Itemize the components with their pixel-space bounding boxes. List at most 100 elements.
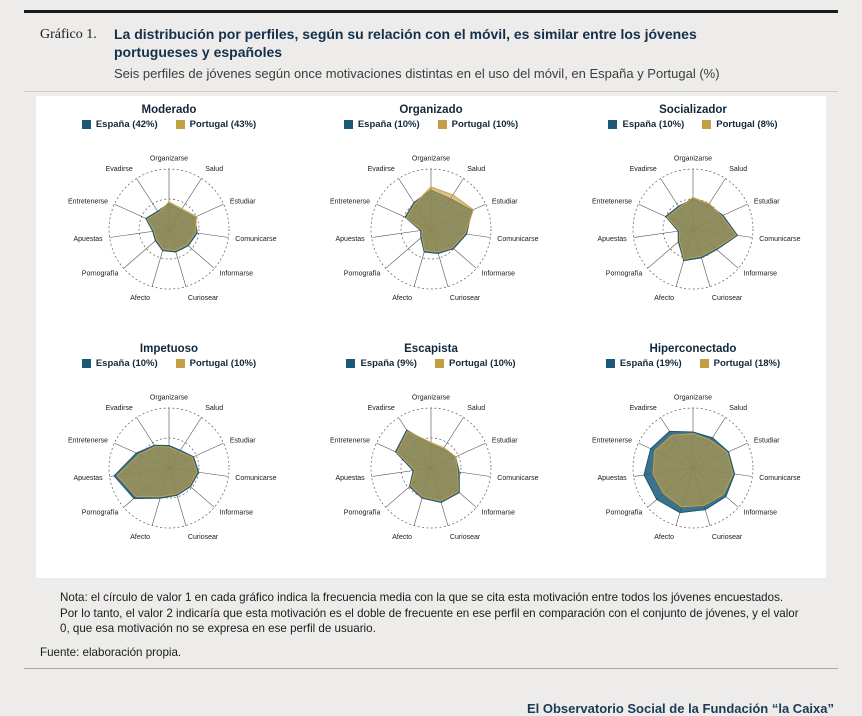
svg-text:Salud: Salud	[467, 405, 485, 412]
svg-text:Afecto: Afecto	[392, 295, 412, 302]
svg-text:Organizarse: Organizarse	[412, 394, 450, 401]
chart-legend: España (10%) Portugal (10%)	[38, 358, 300, 369]
svg-text:Pornografía: Pornografía	[606, 270, 643, 277]
chart-legend: España (19%) Portugal (18%)	[562, 358, 824, 369]
svg-text:Apuestas: Apuestas	[598, 475, 628, 482]
portugal-legend-label: Portugal (43%)	[189, 118, 257, 130]
bottom-rule	[24, 668, 838, 670]
espana-legend-label: España (10%)	[622, 118, 685, 130]
figure-note: Nota: el círculo de valor 1 en cada gráf…	[60, 590, 799, 636]
espana-swatch	[81, 119, 91, 129]
title-block: La distribución por perfiles, según su r…	[114, 26, 822, 81]
chart-legend: España (42%) Portugal (43%)	[38, 119, 300, 130]
svg-text:Organizarse: Organizarse	[674, 394, 712, 401]
figure-header: Gráfico 1. La distribución por perfiles,…	[0, 13, 862, 81]
svg-text:Informarse: Informarse	[744, 509, 778, 516]
espana-swatch	[605, 358, 615, 368]
svg-text:Evadirse: Evadirse	[106, 405, 133, 412]
espana-legend-label: España (19%)	[619, 357, 682, 369]
radar-area-portugal	[405, 186, 474, 253]
svg-text:Afecto: Afecto	[654, 295, 674, 302]
top-rule	[24, 10, 838, 13]
radar-area-portugal	[396, 430, 459, 502]
svg-text:Entretenerse: Entretenerse	[330, 438, 370, 445]
svg-text:Evadirse: Evadirse	[368, 166, 395, 173]
svg-text:Informarse: Informarse	[482, 509, 516, 516]
svg-text:Comunicarse: Comunicarse	[235, 236, 276, 243]
svg-text:Afecto: Afecto	[654, 534, 674, 541]
charts-grid: Moderado España (42%) Portugal (43%) Org…	[38, 100, 824, 574]
portugal-swatch	[175, 358, 185, 368]
svg-text:Salud: Salud	[729, 166, 747, 173]
svg-text:Organizarse: Organizarse	[674, 155, 712, 162]
svg-text:Organizarse: Organizarse	[150, 394, 188, 401]
radar-plot-socializador: Organizarse Salud Estudiar Comunicarse Infor…	[592, 155, 801, 302]
portugal-legend-label: Portugal (18%)	[713, 357, 781, 369]
radar-chart-hiperconectado: Hiperconectado España (19%) Portugal (18…	[562, 339, 824, 574]
radar-plot-organizado: Organizarse Salud Estudiar Comunicarse Infor…	[330, 155, 539, 301]
figure-number: Gráfico 1.	[40, 27, 97, 42]
figure-title-line2: portugueses y españoles	[114, 43, 283, 60]
svg-text:Apuestas: Apuestas	[336, 475, 366, 482]
radar-chart-escapista: Escapista España (9%) Portugal (10%) Org…	[300, 339, 562, 574]
radar-chart-organizado: Organizado España (10%) Portugal (10%) O…	[300, 100, 562, 335]
espana-swatch	[343, 119, 353, 129]
espana-legend-label: España (9%)	[360, 357, 417, 369]
chart-legend: España (10%) Portugal (8%)	[562, 119, 824, 130]
radar-area-portugal	[666, 196, 737, 260]
svg-text:Organizarse: Organizarse	[150, 155, 188, 162]
espana-legend-label: España (10%)	[357, 118, 420, 130]
svg-text:Pornografía: Pornografía	[82, 270, 119, 277]
chart-legend: España (9%) Portugal (10%)	[300, 358, 562, 369]
charts-panel: Moderado España (42%) Portugal (43%) Org…	[36, 95, 826, 578]
svg-text:Evadirse: Evadirse	[630, 405, 657, 412]
svg-text:Evadirse: Evadirse	[630, 166, 657, 173]
figure-title-line1: La distribución por perfiles, según su r…	[114, 26, 697, 42]
svg-text:Apuestas: Apuestas	[336, 236, 366, 243]
svg-text:Apuestas: Apuestas	[598, 236, 628, 243]
publication-footer: El Observatorio Social de la Fundación “…	[526, 701, 834, 716]
radar-chart-impetuoso: Impetuoso España (10%) Portugal (10%) Or…	[38, 339, 300, 574]
svg-text:Entretenerse: Entretenerse	[68, 199, 108, 206]
svg-text:Estudiar: Estudiar	[230, 199, 256, 206]
portugal-legend-label: Portugal (10%)	[189, 357, 257, 369]
radar-plot-moderado: Organizarse Salud Estudiar Comunicarse Infor…	[68, 155, 277, 301]
chart-title: Hiperconectado	[649, 342, 737, 355]
svg-text:Comunicarse: Comunicarse	[759, 236, 800, 243]
radar-axis-labels: Organizarse Salud Estudiar Comunicarse Infor…	[68, 155, 277, 301]
chart-legend: España (10%) Portugal (10%)	[300, 119, 562, 130]
svg-text:Entretenerse: Entretenerse	[68, 438, 108, 445]
chart-title: Organizado	[399, 103, 463, 116]
radar-plot-hiperconectado: Organizarse Salud Estudiar Comunicarse Infor…	[592, 394, 801, 541]
chart-title: Socializador	[659, 103, 727, 116]
chart-title: Impetuoso	[139, 342, 199, 355]
chart-title: Escapista	[404, 342, 458, 355]
svg-text:Salud: Salud	[467, 166, 485, 173]
svg-text:Entretenerse: Entretenerse	[330, 199, 370, 206]
svg-text:Estudiar: Estudiar	[754, 438, 780, 445]
svg-text:Apuestas: Apuestas	[74, 236, 104, 243]
svg-text:Informarse: Informarse	[482, 270, 516, 277]
figure-subtitle: Seis perfiles de jóvenes según once moti…	[114, 65, 720, 81]
svg-text:Afecto: Afecto	[130, 295, 150, 302]
svg-text:Salud: Salud	[729, 405, 747, 412]
radar-plot-escapista: Organizarse Salud Estudiar Comunicarse Infor…	[330, 394, 539, 540]
svg-text:Informarse: Informarse	[220, 270, 254, 277]
espana-swatch	[608, 119, 618, 129]
portugal-swatch	[702, 119, 712, 129]
espana-legend-label: España (10%)	[95, 357, 158, 369]
svg-text:Comunicarse: Comunicarse	[235, 475, 276, 482]
svg-text:Estudiar: Estudiar	[492, 438, 518, 445]
chart-title: Moderado	[141, 103, 197, 116]
radar-plot-impetuoso: Organizarse Salud Estudiar Comunicarse Infor…	[68, 394, 277, 540]
radar-axis-labels: Organizarse Salud Estudiar Comunicarse Infor…	[330, 394, 539, 540]
radar-axis-labels: Organizarse Salud Estudiar Comunicarse Infor…	[68, 394, 277, 540]
radar-area-portugal	[652, 432, 734, 508]
svg-text:Estudiar: Estudiar	[230, 438, 256, 445]
radar-area-portugal	[146, 201, 197, 251]
svg-text:Apuestas: Apuestas	[74, 475, 104, 482]
svg-text:Salud: Salud	[205, 166, 223, 173]
svg-text:Curiosear: Curiosear	[712, 295, 743, 302]
radar-axis-labels: Organizarse Salud Estudiar Comunicarse Infor…	[330, 155, 539, 301]
radar-chart-moderado: Moderado España (42%) Portugal (43%) Org…	[38, 100, 300, 335]
